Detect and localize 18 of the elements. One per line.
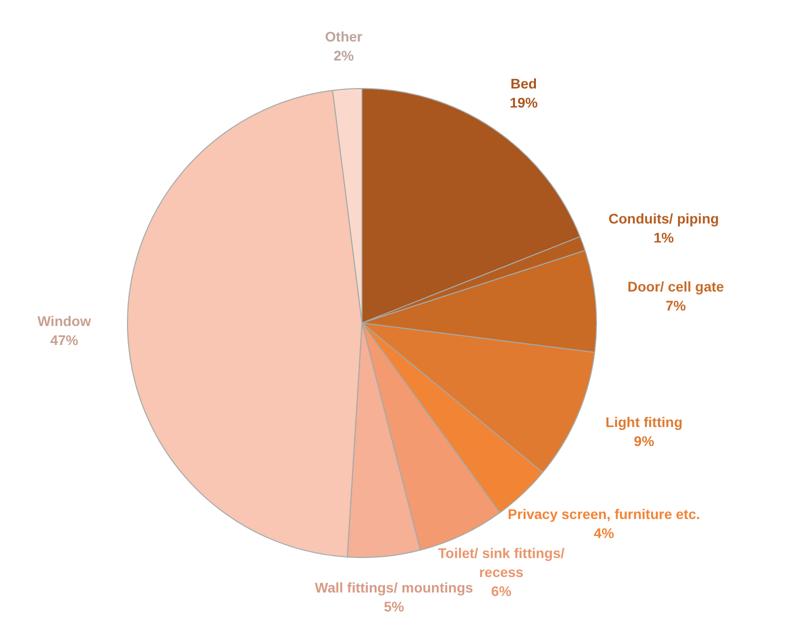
data-label: 19% xyxy=(510,94,538,111)
data-label: 1% xyxy=(654,230,674,246)
data-label: 6% xyxy=(491,583,512,600)
slice-label: Other xyxy=(325,28,363,44)
data-label: 4% xyxy=(594,524,615,541)
slice-label: Toilet/ sink fittings/ recess xyxy=(438,545,565,580)
data-label: 2% xyxy=(334,47,354,64)
slice-label: Privacy screen, furniture etc. xyxy=(508,506,700,522)
slice-label: Window xyxy=(37,313,92,330)
data-label: 9% xyxy=(634,433,655,450)
slice-label: Bed xyxy=(510,76,537,92)
slice-label: Conduits/ piping xyxy=(608,210,719,227)
slice-label: Wall fittings/ mountings xyxy=(314,580,474,596)
data-label: 7% xyxy=(666,297,686,314)
data-label: 47% xyxy=(50,332,79,348)
data-label: 5% xyxy=(384,598,405,615)
slice-label: Door/ cell gate xyxy=(627,278,724,294)
slice-label: Light fitting xyxy=(606,414,682,430)
